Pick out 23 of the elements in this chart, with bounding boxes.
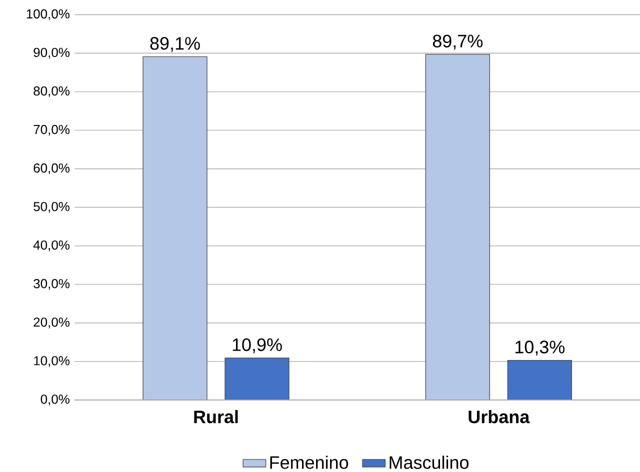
bar bbox=[507, 360, 572, 400]
legend-label: Masculino bbox=[390, 456, 469, 469]
x-tick-label: Rural bbox=[194, 410, 238, 424]
y-tick-label: 10,0% bbox=[34, 356, 70, 367]
y-tick-label: 100,0% bbox=[26, 9, 70, 20]
bar bbox=[142, 56, 208, 400]
y-tick-label: 70,0% bbox=[34, 124, 70, 136]
data-label: 89,1% bbox=[150, 37, 200, 52]
y-tick-label: 20,0% bbox=[34, 318, 70, 328]
y-tick-label: 0,0% bbox=[40, 394, 70, 406]
y-tick-label: 30,0% bbox=[34, 279, 70, 290]
bar bbox=[425, 54, 490, 400]
x-tick-label: Urbana bbox=[468, 410, 530, 424]
data-label: 10,9% bbox=[232, 338, 282, 354]
data-label: 89,7% bbox=[432, 34, 483, 50]
data-label: 10,3% bbox=[516, 340, 565, 356]
bar bbox=[224, 358, 290, 400]
y-tick-label: 90,0% bbox=[34, 48, 70, 59]
y-tick-label: 40,0% bbox=[33, 240, 70, 252]
y-tick-label: 80,0% bbox=[34, 86, 70, 98]
y-tick-label: 50,0% bbox=[34, 202, 70, 213]
y-tick-label: 60,0% bbox=[34, 163, 70, 174]
legend-label: Femenino bbox=[270, 456, 348, 469]
